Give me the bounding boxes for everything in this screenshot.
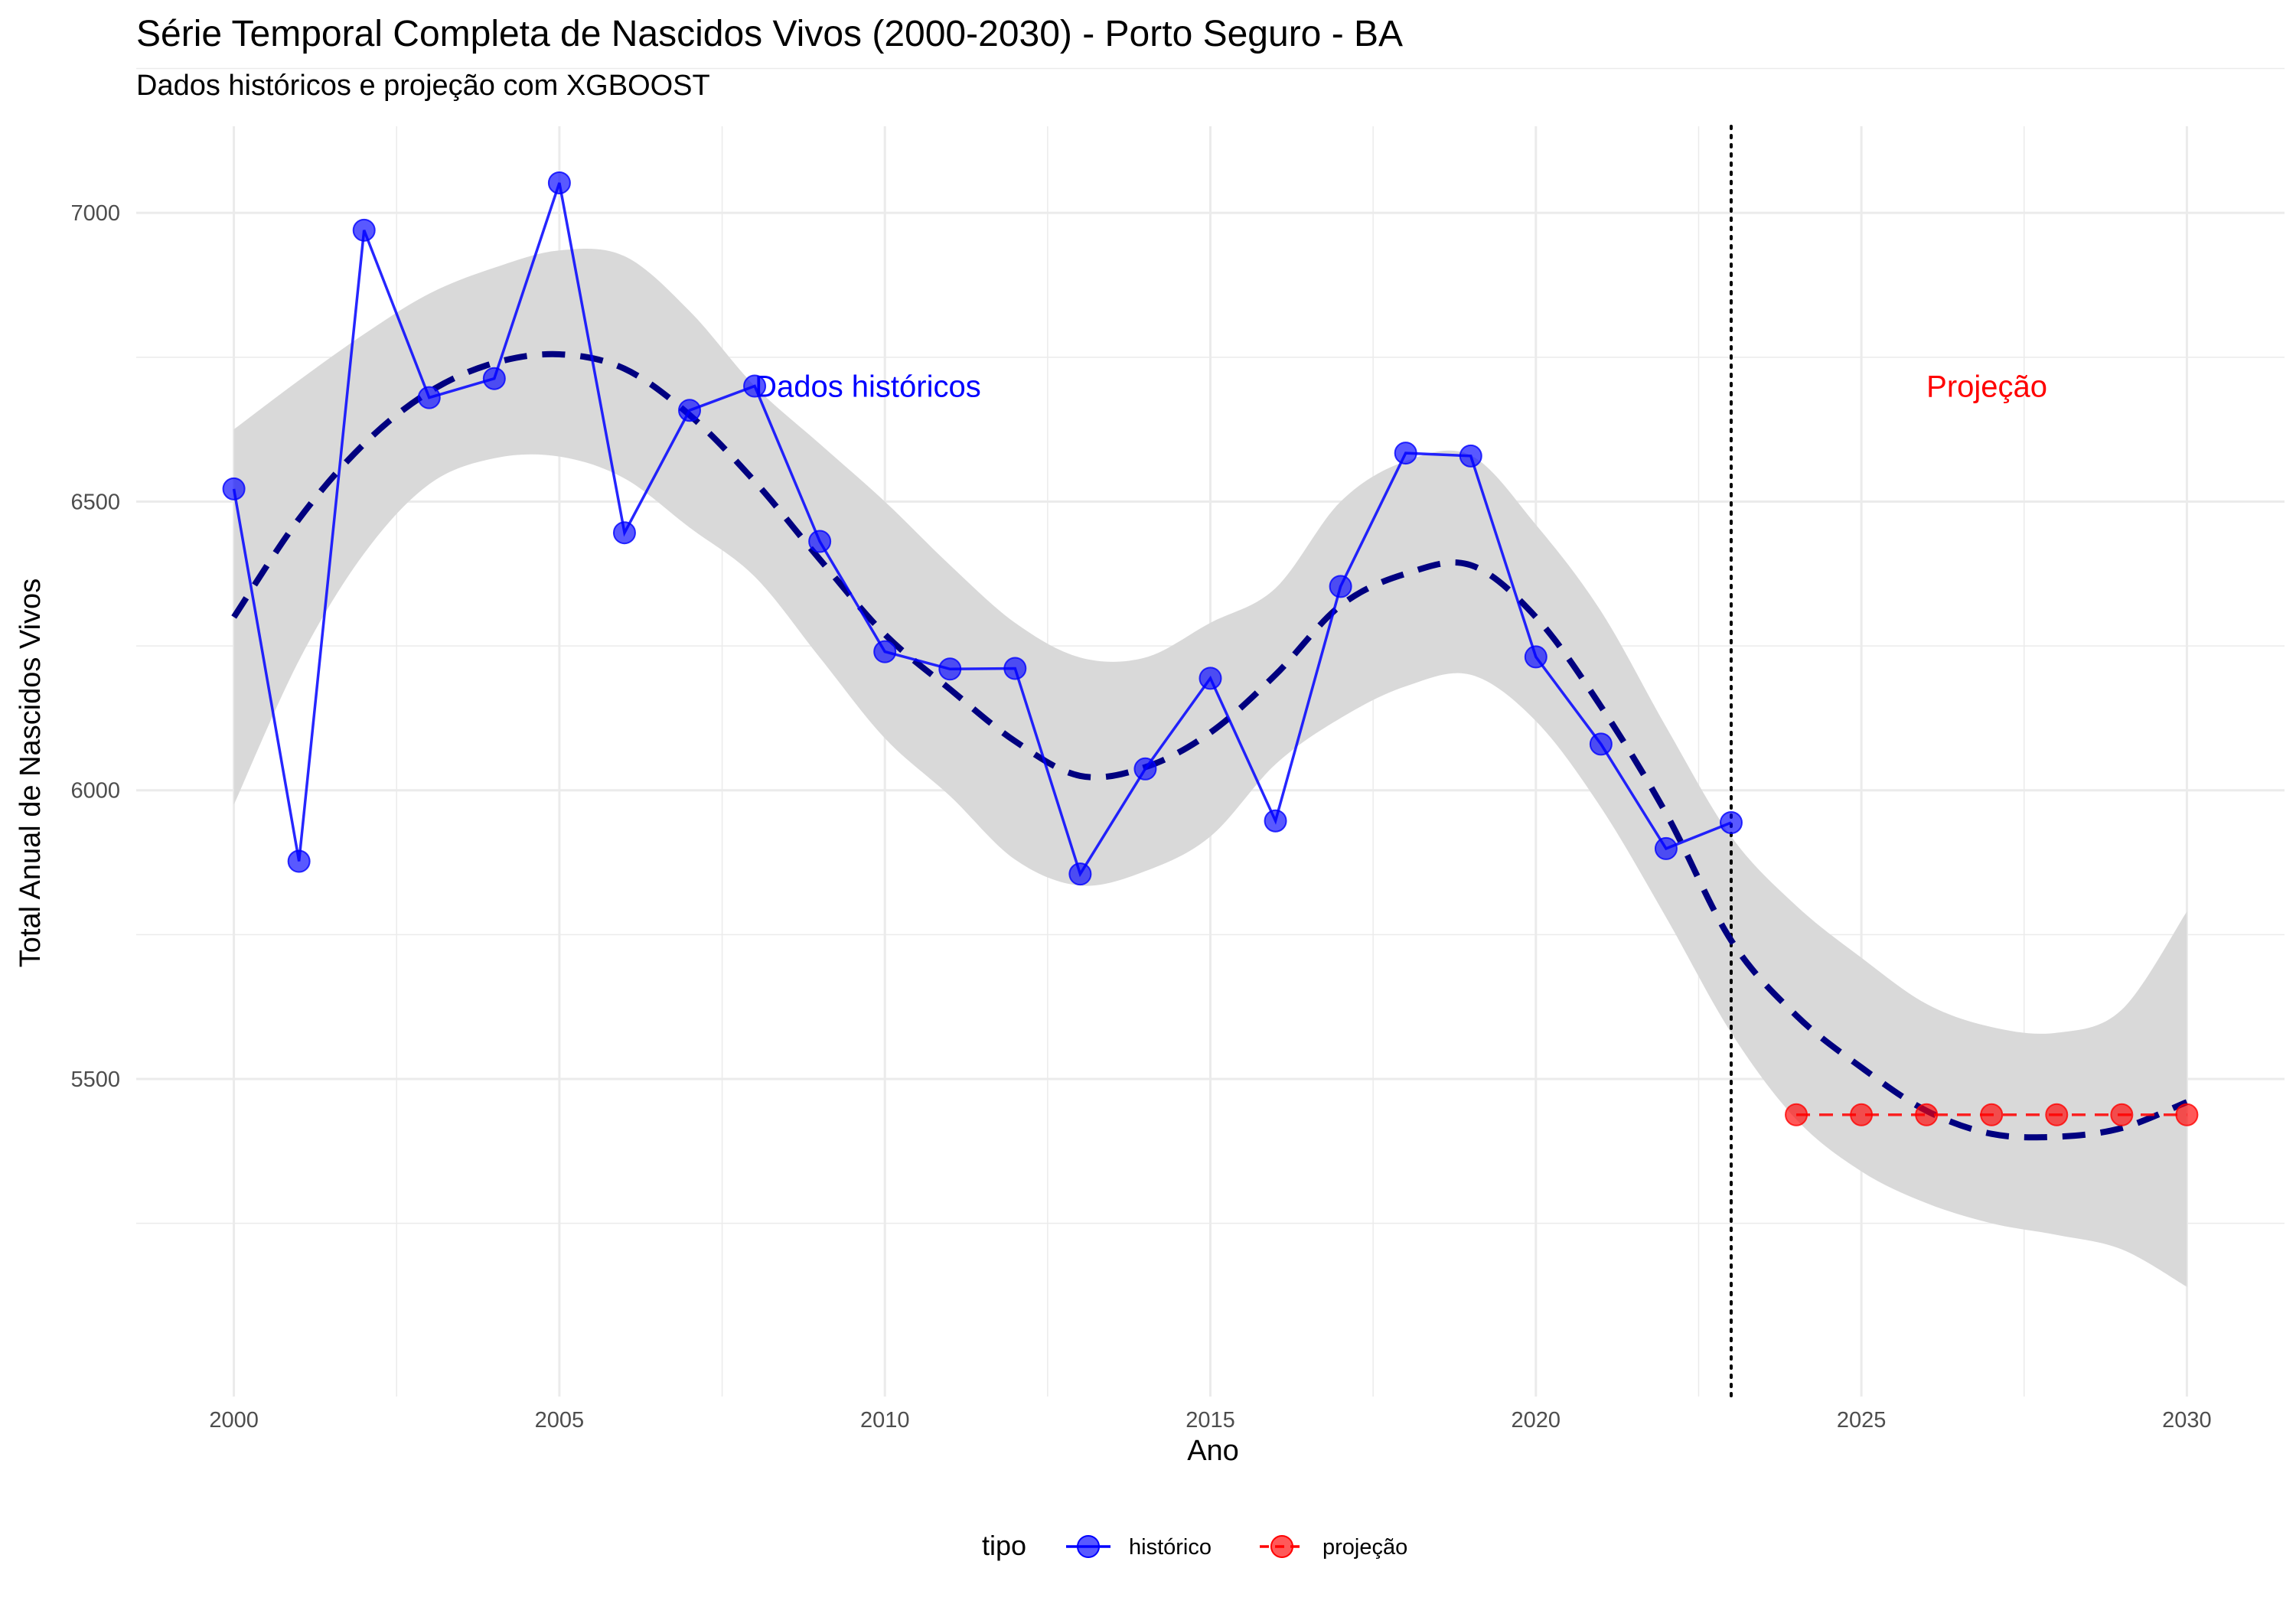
data-point-projecao-2024 [1785, 1103, 1808, 1126]
x-axis-title: Ano [1187, 1435, 1239, 1467]
x-tick-label: 2020 [1512, 1408, 1561, 1433]
data-point-historico-2001 [287, 849, 311, 873]
data-point-historico-2014 [1133, 757, 1157, 781]
data-point-historico-2004 [482, 367, 506, 390]
data-point-historico-2008 [743, 374, 767, 398]
data-point-historico-2022 [1654, 836, 1678, 860]
trend-curve [231, 350, 2188, 1141]
trend-line [231, 350, 2188, 1141]
data-point-historico-2011 [938, 657, 962, 681]
data-point-projecao-2028 [2045, 1103, 2069, 1126]
x-tick-label: 2000 [209, 1408, 259, 1433]
y-axis-title: Total Anual de Nascidos Vivos [15, 579, 47, 967]
data-point-historico-2019 [1459, 444, 1482, 468]
data-point-historico-2002 [352, 218, 376, 242]
data-point-historico-2015 [1199, 667, 1222, 690]
data-point-historico-2016 [1264, 809, 1287, 833]
data-point-projecao-2025 [1850, 1103, 1874, 1126]
legend-items: histórico projeção [1066, 1535, 1407, 1560]
data-point-historico-2003 [417, 386, 441, 409]
chart-title: Série Temporal Completa de Nascidos Vivo… [136, 14, 1403, 54]
data-point-historico-2020 [1524, 645, 1548, 669]
data-point-projecao-2027 [1980, 1103, 2004, 1126]
data-point-historico-2018 [1394, 442, 1417, 465]
data-point-historico-2023 [1719, 810, 1743, 834]
annotations: Dados históricos Projeção [755, 370, 2047, 404]
data-point-historico-2009 [808, 530, 832, 553]
data-point-historico-2017 [1329, 575, 1352, 598]
legend-title: tipo [982, 1530, 1026, 1561]
axis-ticks: 2000 2005 2010 2015 2020 2025 2030 5500 6000 6500… [70, 201, 2211, 1433]
data-point-projecao-2030 [2175, 1103, 2199, 1126]
data-point-historico-2000 [222, 477, 246, 500]
confidence-ribbon [233, 248, 2187, 1287]
annotation-dados-historicos: Dados históricos [755, 370, 981, 404]
x-tick-label: 2015 [1186, 1408, 1235, 1433]
x-tick-label: 2010 [860, 1408, 910, 1433]
data-point-historico-2010 [873, 640, 897, 663]
y-tick-label: 6500 [70, 490, 120, 514]
legend: tipo histórico projeção [982, 1530, 1407, 1561]
legend-label-historico: histórico [1129, 1535, 1212, 1560]
y-tick-label: 7000 [70, 201, 120, 226]
data-point-projecao-2029 [2110, 1103, 2134, 1126]
x-tick-label: 2025 [1837, 1408, 1887, 1433]
chart-subtitle: Dados históricos e projeção com XGBOOST [136, 70, 710, 102]
legend-key-point-historico [1077, 1535, 1100, 1558]
data-point-historico-2021 [1589, 732, 1613, 756]
data-point-historico-2012 [1003, 657, 1027, 680]
y-tick-label: 6000 [70, 779, 120, 804]
legend-key-point-projecao [1270, 1535, 1293, 1558]
y-tick-label: 5500 [70, 1068, 120, 1092]
series-layer [222, 171, 2199, 1126]
data-point-historico-2005 [547, 171, 571, 194]
confidence-band [233, 248, 2187, 1287]
data-point-historico-2013 [1068, 862, 1092, 886]
data-point-projecao-2026 [1915, 1103, 1939, 1126]
data-point-historico-2006 [612, 521, 636, 545]
annotation-projecao: Projeção [1926, 370, 2047, 404]
data-point-historico-2007 [678, 399, 702, 422]
x-tick-label: 2030 [2162, 1408, 2212, 1433]
x-tick-label: 2005 [535, 1408, 585, 1433]
legend-label-projecao: projeção [1322, 1535, 1407, 1560]
